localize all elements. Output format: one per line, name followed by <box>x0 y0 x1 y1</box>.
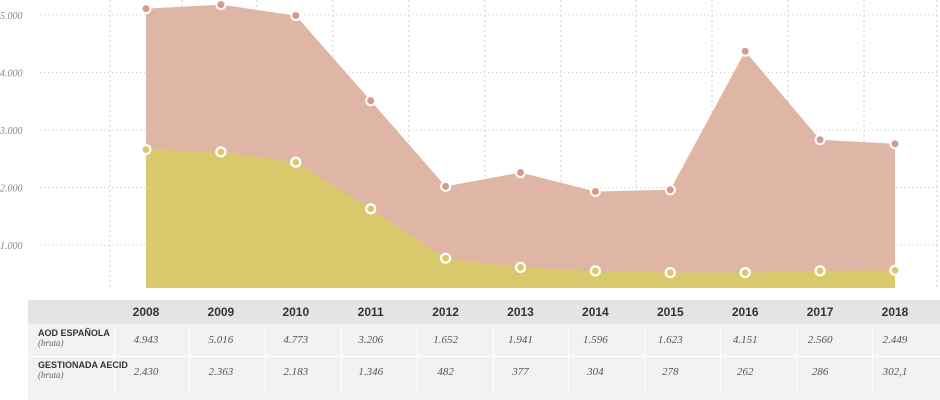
table-cell-0-2018: 2.449 <box>882 334 908 346</box>
table-cell-0-2010: 4.773 <box>283 334 309 346</box>
year-header-2009: 2009 <box>207 305 235 319</box>
column-separator <box>568 328 569 392</box>
point-spanish-oda-2011 <box>365 95 377 107</box>
point-spanish-oda-2016 <box>739 45 751 57</box>
table-cell-0-2012: 1.652 <box>433 334 458 346</box>
table-cell-1-2013: 377 <box>512 366 529 378</box>
point-spanish-oda-2014 <box>589 186 601 198</box>
point-aecid-2015 <box>664 267 676 279</box>
table-cell-1-2011: 1.346 <box>358 366 384 378</box>
year-header-2012: 2012 <box>432 305 459 319</box>
row-label-1: GESTIONADA AECID (bruta) <box>38 360 128 380</box>
row-label-text: GESTIONADA AECID <box>38 360 128 370</box>
table-cell-0-2017: 2.560 <box>807 334 833 346</box>
point-spanish-oda-2013 <box>515 167 526 179</box>
area-chart: 1.000 2.000 3.000 4.000 5.000 <box>0 0 940 289</box>
point-spanish-oda-2015 <box>664 184 676 196</box>
column-separator <box>265 328 266 392</box>
ytick-label: 5.000 <box>0 11 23 22</box>
table-cell-0-2014: 1.596 <box>583 334 608 346</box>
table-cell-1-2015: 278 <box>662 366 679 378</box>
column-separator <box>493 328 494 392</box>
table-cell-0-2015: 1.623 <box>657 334 683 346</box>
point-spanish-oda-2008 <box>140 3 152 15</box>
point-spanish-oda-2017 <box>814 134 826 146</box>
row-sublabel-text: (bruta) <box>38 370 64 380</box>
column-separator <box>341 328 342 392</box>
row-sublabel-text: (bruta) <box>38 338 64 348</box>
column-separator <box>872 328 873 392</box>
year-header-2011: 2011 <box>357 305 384 319</box>
point-spanish-oda-2010 <box>290 10 302 22</box>
table-cell-0-2013: 1.941 <box>508 334 533 346</box>
table-cell-0-2016: 4.151 <box>732 334 758 346</box>
point-aecid-2018 <box>889 264 901 276</box>
column-separator <box>114 328 115 392</box>
column-separator <box>796 328 797 392</box>
area-aecid <box>146 149 895 288</box>
table-cell-0-2009: 5.016 <box>208 334 234 346</box>
ytick-label: 1.000 <box>0 241 23 252</box>
row-label-0: AOD ESPAÑOLA (bruta) <box>38 328 128 348</box>
point-aecid-2011 <box>365 203 377 215</box>
year-header-2008: 2008 <box>132 305 160 319</box>
table-header-row: 2008 2009 2010 2011 2012 2013 2014 2015 2016 2017… <box>28 300 940 324</box>
point-aecid-2009 <box>215 146 227 158</box>
table-cell-1-2012: 482 <box>437 366 454 378</box>
point-aecid-2008 <box>140 143 152 156</box>
year-header-2016: 2016 <box>731 305 759 319</box>
year-header-2013: 2013 <box>507 305 534 319</box>
table-cell-1-2014: 304 <box>587 366 604 378</box>
point-spanish-oda-2009 <box>215 0 227 11</box>
row-label-text: AOD ESPAÑOLA <box>38 328 110 338</box>
year-header-2015: 2015 <box>656 305 684 319</box>
point-aecid-2014 <box>589 265 602 277</box>
column-separator <box>189 328 190 392</box>
table-cell-1-2010: 2.183 <box>283 366 309 378</box>
year-header-2010: 2010 <box>282 305 310 319</box>
column-separator <box>720 328 721 392</box>
point-aecid-2017 <box>814 265 826 277</box>
column-separator <box>417 328 418 392</box>
table-cell-1-2016: 262 <box>736 366 754 378</box>
row-separator <box>28 356 940 357</box>
table-cell-1-2008: 2.430 <box>133 366 159 378</box>
year-header-2018: 2018 <box>881 305 909 319</box>
point-spanish-oda-2018 <box>889 138 901 150</box>
table-cell-1-2017: 286 <box>811 366 829 378</box>
table-cell-0-2008: 4.943 <box>133 334 159 346</box>
year-header-2014: 2014 <box>582 305 609 319</box>
table-cell-0-2011: 3.206 <box>358 334 384 346</box>
table-cell-1-2009: 2.363 <box>208 366 234 378</box>
point-spanish-oda-2012 <box>440 180 452 192</box>
table-cell-1-2018: 302,1 <box>882 366 908 378</box>
ytick-label: 3.000 <box>0 126 23 137</box>
column-separator <box>644 328 645 392</box>
ytick-label: 4.000 <box>0 69 23 80</box>
point-aecid-2016 <box>739 267 751 279</box>
year-header-2017: 2017 <box>806 305 834 319</box>
data-table: 2008 2009 2010 2011 2012 2013 2014 2015 2016 2017… <box>28 300 940 400</box>
point-aecid-2012 <box>440 252 452 264</box>
ytick-label: 2.000 <box>0 184 23 195</box>
point-aecid-2013 <box>514 261 527 274</box>
point-aecid-2010 <box>290 156 302 168</box>
